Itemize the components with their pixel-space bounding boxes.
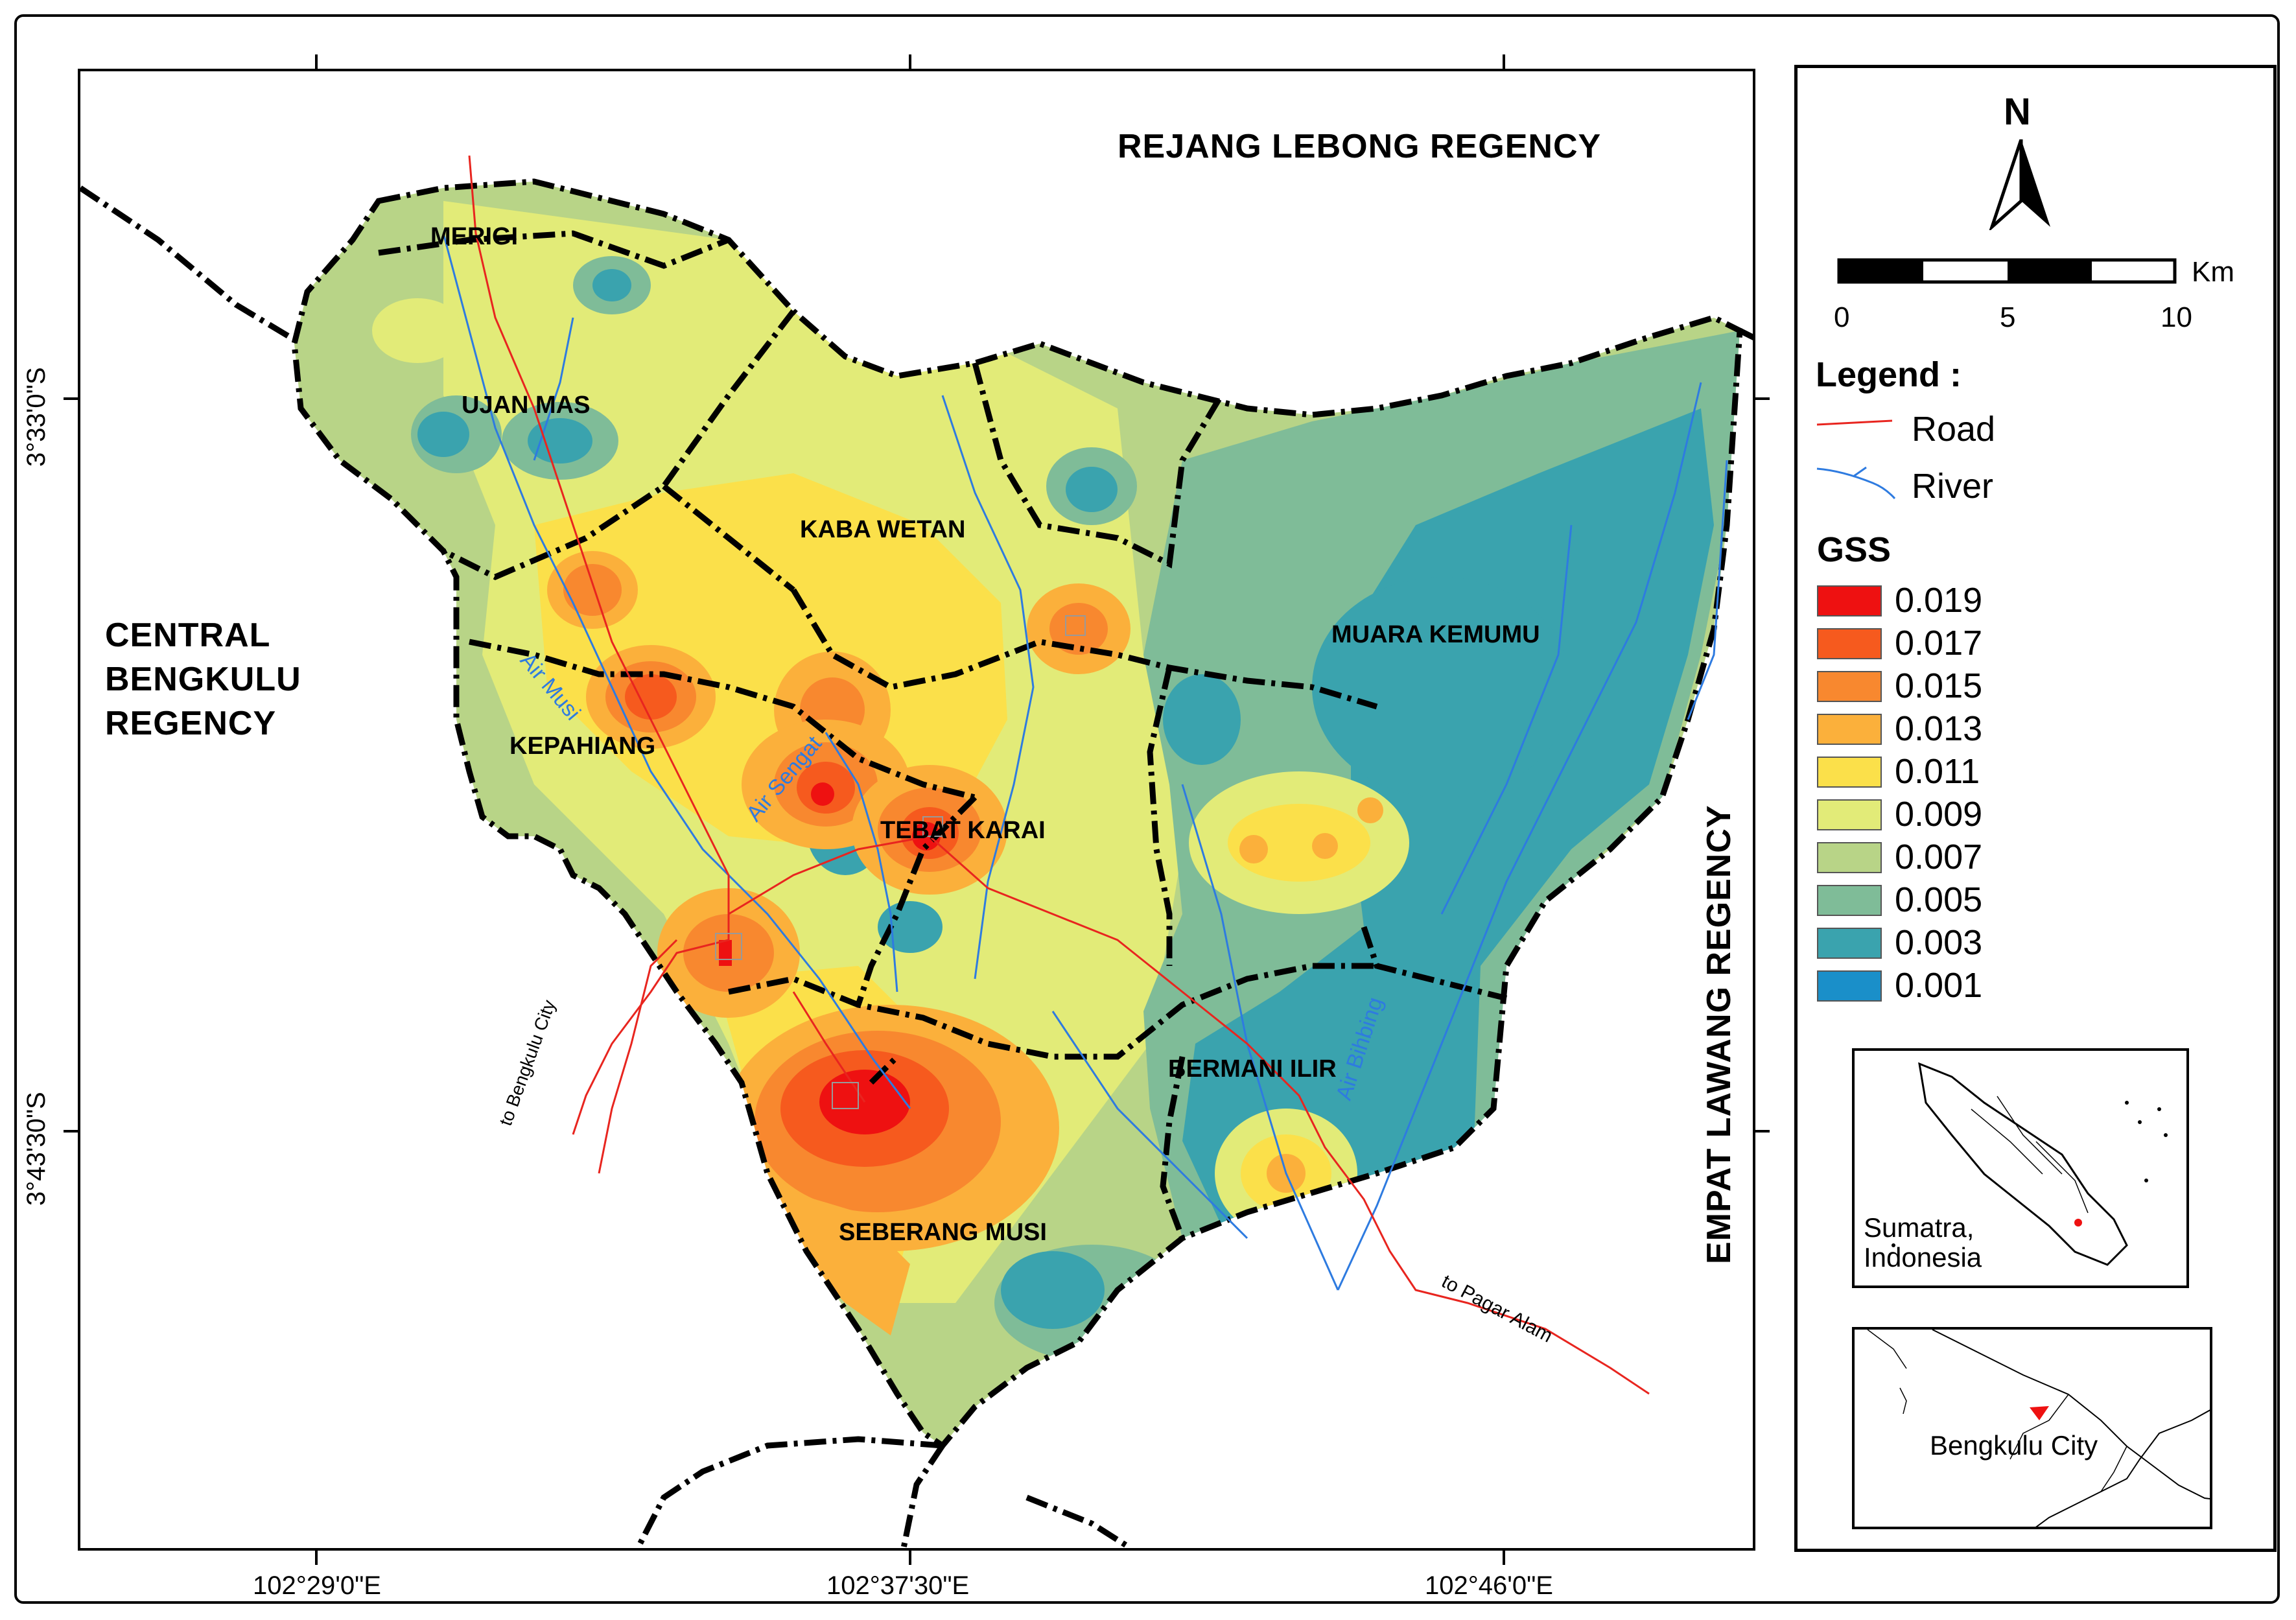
district-merigi: MERIGI (430, 223, 519, 250)
scale-label-10: 10 (2161, 301, 2192, 333)
gss-swatch (1817, 628, 1882, 659)
gss-heading: GSS (1817, 530, 1892, 569)
north-letter: N (2004, 91, 2031, 133)
legend-panel: N Km 0 5 10 Legend : Road River GSS 0.01… (1794, 65, 2277, 1552)
inset-bengkulu-label: Bengkulu City (1930, 1430, 2098, 1461)
district-bermani-ilir: BERMANI ILIR (1168, 1055, 1337, 1083)
north-arrow-icon (1989, 139, 2050, 230)
gss-surface (294, 182, 1740, 1446)
gss-swatch (1817, 928, 1882, 959)
gss-value-label: 0.001 (1895, 966, 1983, 1005)
map-canvas[interactable] (80, 71, 1753, 1548)
region-label-west-3: REGENCY (105, 705, 277, 742)
lon-tick-2: 102°37'30"E (826, 1571, 970, 1600)
gss-value-label: 0.005 (1895, 880, 1983, 919)
district-kaba-wetan: KABA WETAN (800, 516, 966, 543)
scale-label-5: 5 (2000, 301, 2016, 333)
gss-value-label: 0.017 (1895, 624, 1983, 663)
gss-value-label: 0.007 (1895, 838, 1983, 876)
district-tebat-karai: TEBAT KARAI (880, 817, 1046, 844)
gss-value-label: 0.011 (1895, 752, 1980, 791)
region-label-west-2: BENGKULU (105, 661, 301, 698)
scale-label-0: 0 (1834, 301, 1850, 333)
river-label: River (1912, 467, 1994, 506)
river-symbol-icon (1816, 466, 1896, 500)
regency-boundaries (80, 178, 1753, 1548)
map-frame[interactable]: REJANG LEBONG REGENCY CENTRAL BENGKULU R… (78, 69, 1755, 1551)
inset-sumatra-label-1: Sumatra, (1864, 1212, 1974, 1243)
scale-bar (1837, 258, 2177, 284)
gss-swatch (1817, 842, 1882, 873)
bengkulu-outline (1867, 1330, 2210, 1527)
lon-tick-1: 102°29'0"E (253, 1571, 381, 1600)
gss-swatch (1817, 757, 1882, 788)
gss-swatch (1817, 799, 1882, 830)
road-label: Road (1912, 410, 1996, 449)
district-muara-kemumu: MUARA KEMUMU (1331, 621, 1540, 648)
district-kepahiang: KEPAHIANG (510, 733, 656, 760)
region-label-north: REJANG LEBONG REGENCY (1118, 128, 1602, 165)
gss-value-label: 0.003 (1895, 923, 1983, 962)
settlement-markers (715, 615, 1086, 1109)
gss-value-label: 0.015 (1895, 666, 1983, 705)
lon-tick-3: 102°46'0"E (1425, 1571, 1553, 1600)
inset-sumatra: Sumatra, Indonesia (1852, 1048, 2189, 1288)
gss-swatch (1817, 970, 1882, 1002)
gss-swatch (1817, 714, 1882, 745)
gss-swatch (1817, 585, 1882, 616)
gss-value-label: 0.009 (1895, 795, 1983, 834)
inset-bengkulu: Bengkulu City (1852, 1327, 2212, 1529)
gss-swatch (1817, 671, 1882, 702)
inset-sumatra-label-2: Indonesia (1864, 1242, 1982, 1273)
gss-value-label: 0.019 (1895, 581, 1983, 620)
district-seberang-musi: SEBERANG MUSI (839, 1219, 1047, 1246)
gss-swatch (1817, 885, 1882, 916)
legend-heading: Legend : (1816, 355, 1962, 394)
road-symbol-icon (1816, 419, 1893, 426)
map-layout-frame (14, 14, 2280, 1604)
region-label-east: EMPAT LAWANG REGENCY (1700, 804, 1738, 1264)
sumatra-outline (1892, 1062, 2168, 1266)
scale-unit: Km (2192, 256, 2234, 288)
region-label-west-1: CENTRAL (105, 616, 271, 654)
gss-value-label: 0.013 (1895, 709, 1983, 748)
district-ujan-mas: UJAN MAS (462, 392, 591, 419)
